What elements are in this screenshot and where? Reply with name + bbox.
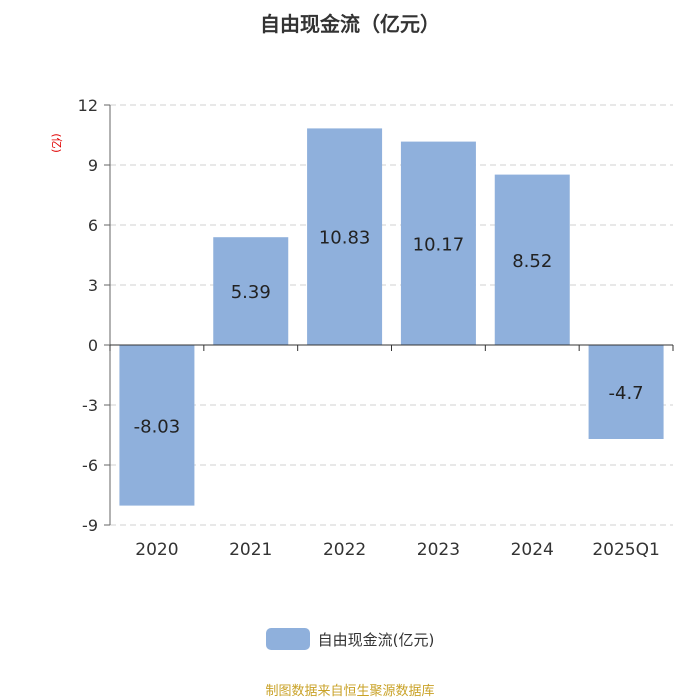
y-tick-label: 6 [88,216,98,235]
data-label: 10.17 [413,234,465,255]
x-tick-label: 2025Q1 [592,540,659,560]
legend-label: 自由现金流(亿元) [317,630,435,649]
bar-2025Q1 [588,345,664,439]
y-tick-label: -3 [82,396,98,415]
data-label: 5.39 [231,282,271,303]
source-note: 制图数据来自恒生聚源数据库 [265,684,435,699]
bar-2021 [213,237,289,345]
y-tick-label: 12 [78,96,98,115]
data-label: -8.03 [134,416,181,437]
data-label: 10.83 [319,228,371,249]
data-label: 8.52 [512,251,552,272]
bar-2023 [400,141,476,345]
x-tick-label: 2023 [417,540,460,560]
bar-2022 [307,128,383,345]
bar-2024 [494,174,570,345]
chart-title: 自由现金流（亿元） [260,12,440,36]
data-label: -4.7 [609,383,644,404]
y-tick-label: -9 [82,516,98,535]
y-tick-label: 9 [88,156,98,175]
y-tick-label: 0 [88,336,98,355]
x-tick-label: 2022 [323,540,366,560]
x-tick-label: 2024 [511,540,554,560]
x-tick-label: 2020 [135,540,178,560]
y-tick-label: 3 [88,276,98,295]
x-tick-label: 2021 [229,540,272,560]
legend[interactable]: 自由现金流(亿元) [0,628,700,650]
y-tick-label: -6 [82,456,98,475]
legend-swatch [265,628,310,650]
bar-2020 [119,345,195,506]
